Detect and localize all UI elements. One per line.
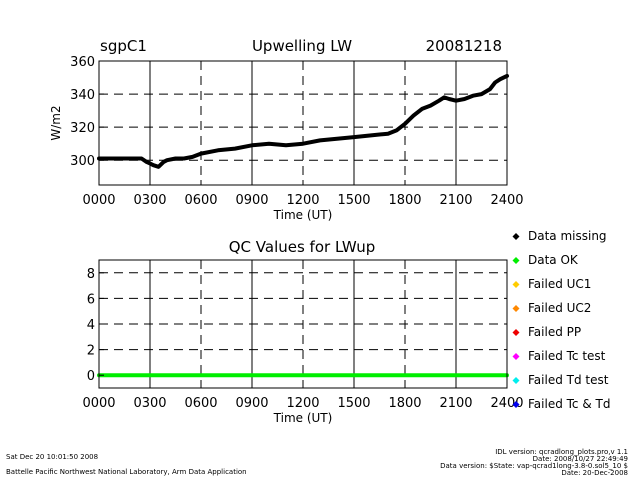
chart-title: Upwelling LW xyxy=(252,37,352,55)
x-tick-label: 0000 xyxy=(82,396,115,411)
legend-label: Data missing xyxy=(528,229,607,243)
legend-marker xyxy=(512,377,520,384)
y-tick-label: 6 xyxy=(87,292,95,307)
y-tick-label: 0 xyxy=(87,369,95,384)
site-label: sgpC1 xyxy=(100,37,147,55)
footer-data-version: Data version: $State: vap-qcrad1long-3.8… xyxy=(440,462,628,470)
footer-lab: Battelle Pacific Northwest National Labo… xyxy=(6,468,247,476)
y-tick-label: 320 xyxy=(70,121,95,136)
y-tick-label: 2 xyxy=(87,344,95,359)
x-tick-label: 2100 xyxy=(439,396,472,411)
y-tick-label: 300 xyxy=(70,154,95,169)
x-tick-label: 2400 xyxy=(490,396,523,411)
legend-item: Data OK xyxy=(512,253,579,267)
upwelling-lw-chart: Upwelling LW 0000 0300 0600 0900 1200 1500 180… xyxy=(49,37,524,222)
legend-item: Failed Td test xyxy=(512,373,609,387)
y-ticks: 300 320 340 360 xyxy=(70,55,104,169)
legend-item: Failed Tc test xyxy=(512,349,606,363)
legend-label: Failed PP xyxy=(528,325,581,339)
legend: Data missing Data OK Failed UC1 Failed UC2 F… xyxy=(512,229,610,411)
legend-marker xyxy=(512,257,520,264)
y-tick-label: 360 xyxy=(70,55,95,70)
legend-label: Data OK xyxy=(528,253,579,267)
legend-item: Failed Tc & Td xyxy=(512,397,610,411)
x-tick-label: 0300 xyxy=(133,396,166,411)
legend-marker xyxy=(512,353,520,360)
chart-title: QC Values for LWup xyxy=(229,238,376,256)
x-tick-label: 1800 xyxy=(388,396,421,411)
series xyxy=(97,73,509,169)
legend-label: Failed Tc test xyxy=(528,349,606,363)
x-tick-label: 1200 xyxy=(286,396,319,411)
footer-idl-date: Date: 2008/10/27 22:49:49 xyxy=(533,455,628,463)
x-axis-label: Time (UT) xyxy=(273,208,333,222)
x-axis-label: Time (UT) xyxy=(273,411,333,425)
legend-label: Failed Tc & Td xyxy=(528,397,610,411)
legend-label: Failed UC2 xyxy=(528,301,591,315)
y-tick-label: 4 xyxy=(87,318,95,333)
y-tick-label: 340 xyxy=(70,88,95,103)
legend-item: Failed PP xyxy=(512,325,581,339)
x-ticks: 0000 0300 0600 0900 1200 1500 1800 2100 2400 xyxy=(82,383,524,411)
x-tick-label: 1200 xyxy=(286,193,319,208)
x-tick-label: 2400 xyxy=(490,193,523,208)
x-tick-label: 1500 xyxy=(337,396,370,411)
series-line xyxy=(97,73,509,169)
footer-idl-version: IDL version: qcradlong_plots.pro,v 1.1 xyxy=(495,448,628,456)
footer-data-date: Date: 20-Dec-2008 xyxy=(561,469,628,477)
legend-label: Failed Td test xyxy=(528,373,609,387)
y-ticks: 0 2 4 6 8 xyxy=(87,267,104,384)
legend-label: Failed UC1 xyxy=(528,277,591,291)
legend-marker xyxy=(512,233,520,240)
x-tick-label: 0600 xyxy=(184,396,217,411)
x-tick-label: 0900 xyxy=(235,396,268,411)
y-tick-label: 8 xyxy=(87,267,95,282)
legend-marker xyxy=(512,281,520,288)
legend-item: Failed UC1 xyxy=(512,277,591,291)
x-tick-label: 1500 xyxy=(337,193,370,208)
legend-marker xyxy=(512,329,520,336)
legend-item: Data missing xyxy=(512,229,607,243)
x-tick-label: 0000 xyxy=(82,193,115,208)
y-axis-label: W/m2 xyxy=(49,105,63,140)
legend-item: Failed UC2 xyxy=(512,301,591,315)
x-tick-label: 0600 xyxy=(184,193,217,208)
legend-marker xyxy=(512,401,520,408)
x-tick-label: 0300 xyxy=(133,193,166,208)
x-tick-label: 0900 xyxy=(235,193,268,208)
date-label: 20081218 xyxy=(426,37,502,55)
grid xyxy=(99,260,507,388)
x-tick-label: 2100 xyxy=(439,193,472,208)
footer-timestamp: Sat Dec 20 10:01:50 2008 xyxy=(6,453,98,461)
x-ticks: 0000 0300 0600 0900 1200 1500 1800 2100 2400 xyxy=(82,180,524,208)
x-tick-label: 1800 xyxy=(388,193,421,208)
qc-values-chart: QC Values for LWup 0000 0300 0600 0900 1200 1… xyxy=(82,229,610,425)
legend-marker xyxy=(512,305,520,312)
